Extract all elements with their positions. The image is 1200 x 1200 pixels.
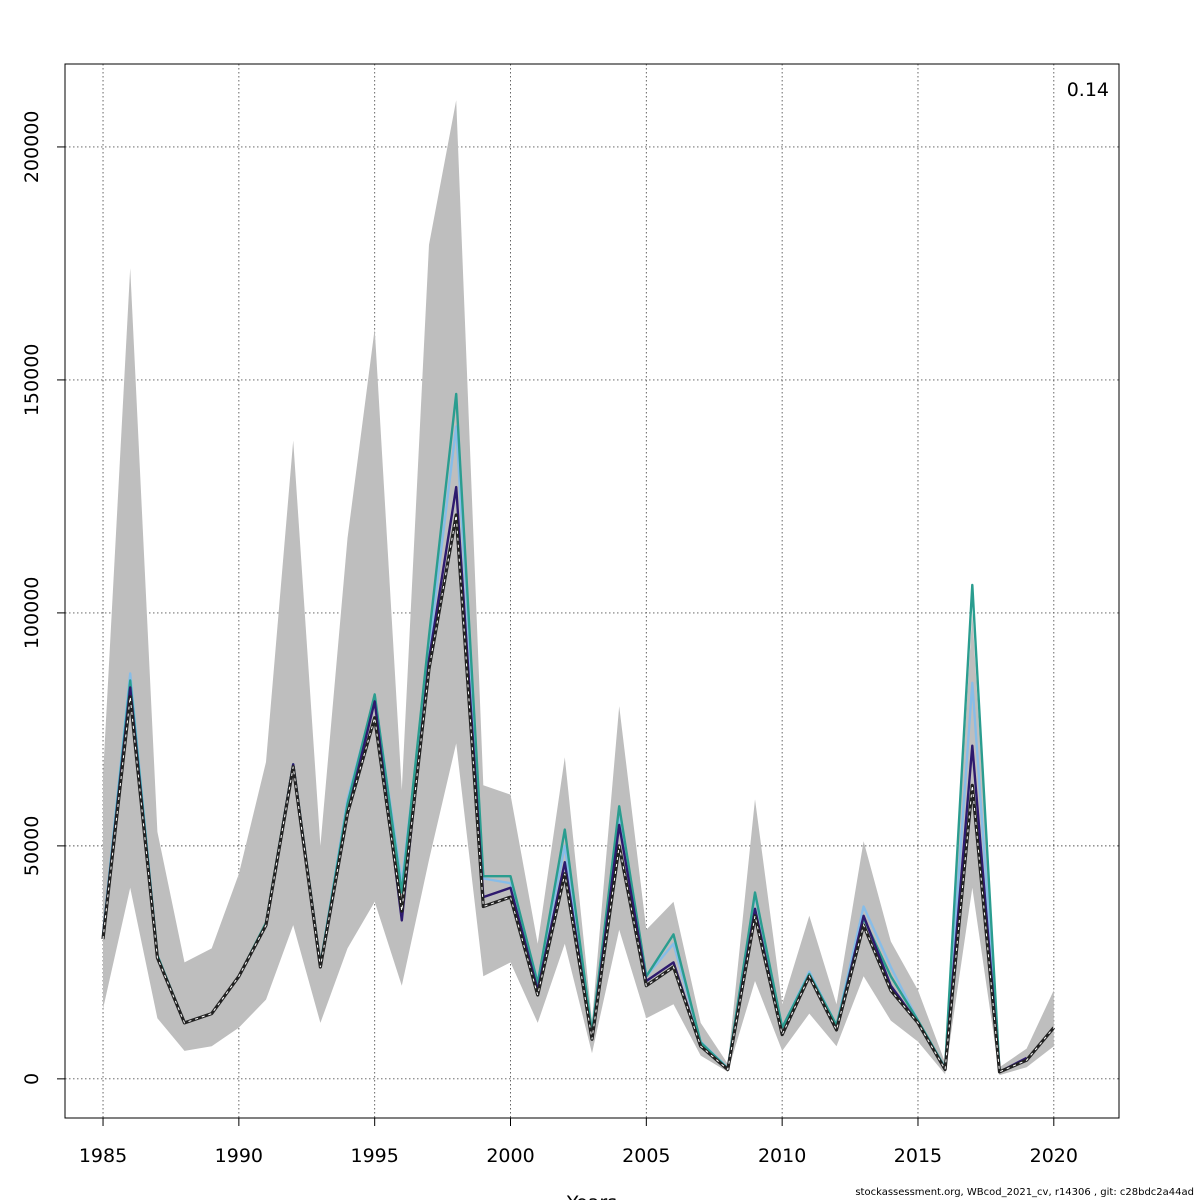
footer-note: stockassessment.org, WBcod_2021_cv, r143… <box>855 1187 1194 1198</box>
y-tick-label-50000: 50000 <box>21 816 43 876</box>
x-axis-title: Years <box>566 1192 617 1200</box>
x-axis: 1985 1990 1995 2000 2005 2010 2015 2020 <box>79 1118 1078 1167</box>
y-tick-label-0: 0 <box>21 1073 43 1085</box>
y-axis: 0 50000 100000 150000 200000 <box>21 111 65 1085</box>
y-tick-label-100000: 100000 <box>21 577 43 650</box>
y-tick-label-200000: 200000 <box>21 111 43 184</box>
x-tick-label-2020: 2020 <box>1030 1145 1078 1167</box>
confidence-band-area <box>103 100 1054 1076</box>
x-tick-label-1995: 1995 <box>351 1145 399 1167</box>
x-tick-label-2000: 2000 <box>486 1145 534 1167</box>
series-line-4-dash <box>102 514 1055 1073</box>
confidence-band <box>103 100 1054 1076</box>
plot-frame <box>64 63 1120 1119</box>
x-tick-label-1990: 1990 <box>215 1145 263 1167</box>
series-lines <box>101 392 1056 1074</box>
x-tick-label-2015: 2015 <box>894 1145 942 1167</box>
x-tick-label-2010: 2010 <box>758 1145 806 1167</box>
corner-label: 0.14 <box>1067 79 1109 101</box>
x-tick-label-1985: 1985 <box>79 1145 127 1167</box>
x-tick-label-2005: 2005 <box>622 1145 670 1167</box>
y-tick-label-150000: 150000 <box>21 344 43 417</box>
